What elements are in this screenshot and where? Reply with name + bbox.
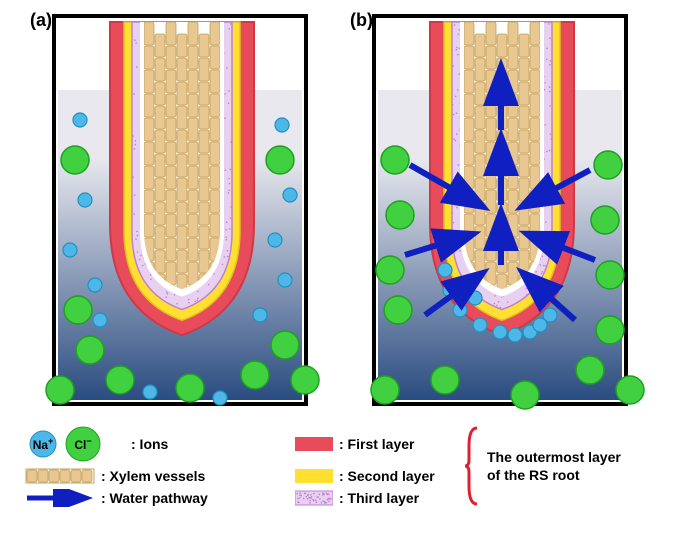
bracket-line1: The outermost layer bbox=[487, 448, 621, 466]
third-layer-icon bbox=[295, 489, 333, 507]
legend-second-layer: : Second layer bbox=[295, 467, 455, 485]
legend-second-text: : Second layer bbox=[339, 468, 435, 484]
panel-b-label: (b) bbox=[350, 10, 373, 31]
panel-b-svg bbox=[350, 10, 650, 410]
xylem-icon bbox=[25, 467, 95, 485]
panel-a: (a) bbox=[30, 10, 330, 410]
legend-water-text: : Water pathway bbox=[101, 490, 208, 506]
bracket-line2: of the RS root bbox=[487, 466, 621, 484]
legend-first-text: : First layer bbox=[339, 436, 414, 452]
legend-ions-text: : Ions bbox=[131, 436, 168, 452]
legend-xylem-text: : Xylem vessels bbox=[101, 468, 205, 484]
arrow-icon bbox=[25, 489, 95, 507]
legend-ions: Na+ Cl− : Ions bbox=[25, 425, 285, 463]
figure-row: (a) (b) bbox=[10, 10, 670, 410]
panel-b: (b) bbox=[350, 10, 650, 410]
legend-water-pathway: : Water pathway bbox=[25, 489, 285, 507]
legend-third-layer: : Third layer bbox=[295, 489, 455, 507]
legend-third-text: : Third layer bbox=[339, 490, 419, 506]
second-layer-icon bbox=[295, 467, 333, 485]
legend-ions-icon: Na+ Cl− bbox=[25, 425, 125, 463]
legend-xylem: : Xylem vessels bbox=[25, 467, 285, 485]
legend-first-layer: : First layer bbox=[295, 435, 455, 453]
panel-a-svg bbox=[30, 10, 330, 410]
legend: Na+ Cl− : Ions : First layer The outermo… bbox=[10, 425, 670, 507]
legend-bracket: The outermost layer of the RS root bbox=[465, 426, 665, 506]
first-layer-icon bbox=[295, 435, 333, 453]
panel-a-label: (a) bbox=[30, 10, 52, 31]
bracket-icon bbox=[465, 426, 481, 506]
